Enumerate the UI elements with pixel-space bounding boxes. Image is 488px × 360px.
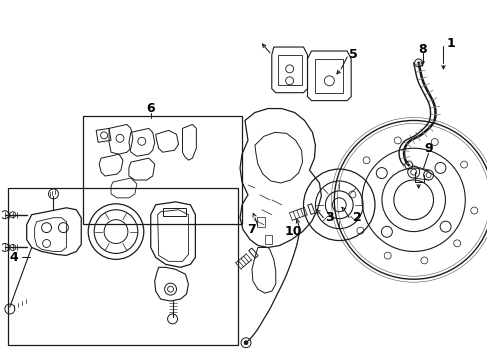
Text: 1: 1	[446, 37, 455, 50]
Text: 8: 8	[417, 42, 426, 55]
Text: 5: 5	[348, 49, 357, 62]
Text: 4: 4	[10, 251, 19, 264]
Text: 10: 10	[285, 225, 302, 238]
Bar	[163, 208, 186, 216]
Bar	[8, 188, 238, 345]
Bar	[264, 235, 271, 243]
Text: 9: 9	[424, 142, 432, 155]
Circle shape	[244, 341, 247, 345]
Text: 2: 2	[352, 211, 361, 224]
Text: 7: 7	[247, 223, 256, 236]
Text: 3: 3	[325, 211, 333, 224]
Bar	[256, 217, 264, 227]
Text: 6: 6	[146, 102, 155, 115]
Bar	[83, 117, 242, 224]
